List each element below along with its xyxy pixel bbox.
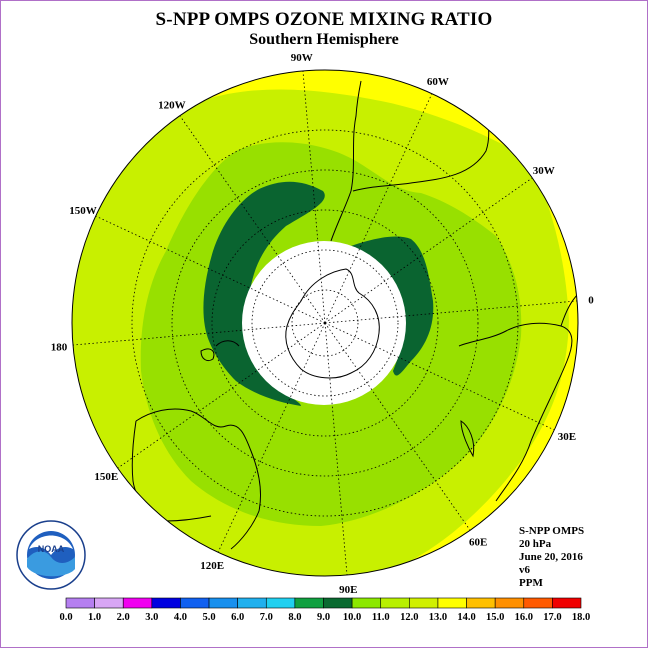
colorbar-tick-label: 8.0 bbox=[288, 612, 301, 623]
colorbar-swatch bbox=[151, 597, 181, 609]
colorbar-swatch bbox=[466, 597, 496, 609]
product-info: S-NPP OMPS 20 hPa June 20, 2016 v6 PPM bbox=[519, 525, 584, 590]
colorbar-swatch bbox=[265, 597, 296, 609]
colorbar-swatch bbox=[523, 597, 553, 609]
info-units: PPM bbox=[519, 577, 543, 589]
svg-text:NOAA: NOAA bbox=[38, 544, 65, 554]
colorbar-tick-label: 11.0 bbox=[372, 612, 390, 623]
longitude-label: 150W bbox=[69, 205, 97, 217]
colorbar-swatch bbox=[494, 597, 525, 609]
coast-antarctica bbox=[285, 268, 380, 379]
colorbar-tick-label: 3.0 bbox=[145, 612, 158, 623]
colorbar-swatch bbox=[380, 597, 410, 609]
colorbar-tick-label: 5.0 bbox=[202, 612, 215, 623]
longitude-label: 60W bbox=[427, 76, 449, 88]
longitude-label: 120E bbox=[200, 560, 224, 572]
colorbar-swatch bbox=[94, 597, 124, 609]
longitude-label: 60E bbox=[469, 537, 487, 549]
colorbar-tick-label: 12.0 bbox=[400, 612, 418, 623]
colorbar-swatch bbox=[208, 597, 238, 609]
colorbar-swatch bbox=[409, 597, 439, 609]
noaa-logo: NOAA bbox=[16, 520, 86, 590]
colorbar-tick-label: 15.0 bbox=[486, 612, 504, 623]
info-version: v6 bbox=[519, 564, 530, 576]
colorbar-swatch bbox=[351, 597, 382, 609]
colorbar-tick-label: 16.0 bbox=[515, 612, 533, 623]
info-level: 20 hPa bbox=[519, 538, 552, 550]
colorbar-labels: 0.0 1.0 2.0 3.0 4.0 5.0 6.0 7.0 8.0 9.0 10.0 11.0 12… bbox=[59, 612, 590, 623]
page-subtitle: Southern Hemisphere bbox=[249, 31, 399, 48]
latitude-circles bbox=[131, 129, 519, 517]
colorbar-tick-label: 1.0 bbox=[88, 612, 101, 623]
longitude-label: 180 bbox=[51, 341, 68, 353]
colorbar-swatch bbox=[122, 597, 153, 609]
colorbar-tick-label: 18.0 bbox=[572, 612, 590, 623]
longitude-label: 120W bbox=[158, 99, 186, 111]
info-date: June 20, 2016 bbox=[519, 551, 583, 563]
colorbar-swatch bbox=[552, 597, 582, 609]
colorbar-swatch bbox=[65, 597, 95, 609]
colorbar-swatch bbox=[237, 597, 267, 609]
colorbar-tick-label: 6.0 bbox=[231, 612, 244, 623]
colorbar-swatches bbox=[65, 597, 582, 609]
colorbar-tick-label: 7.0 bbox=[260, 612, 273, 623]
colorbar-tick-label: 10.0 bbox=[343, 612, 361, 623]
colorbar-tick-label: 9.0 bbox=[317, 612, 330, 623]
longitude-label: 150E bbox=[94, 471, 118, 483]
colorbar-tick-label: 17.0 bbox=[543, 612, 561, 623]
colorbar-tick-label: 2.0 bbox=[117, 612, 130, 623]
colorbar-swatch bbox=[180, 597, 210, 609]
colorbar-tick-label: 14.0 bbox=[457, 612, 475, 623]
colorbar-tick-label: 4.0 bbox=[174, 612, 187, 623]
longitude-label: 90E bbox=[339, 584, 357, 596]
colorbar-tick-label: 0.0 bbox=[59, 612, 72, 623]
ozone-field bbox=[72, 70, 578, 576]
colorbar-swatch bbox=[323, 597, 353, 609]
colorbar-tick-label: 13.0 bbox=[429, 612, 447, 623]
coast-new-zealand bbox=[200, 340, 240, 362]
longitude-label: 90W bbox=[291, 52, 313, 64]
longitude-label: 30E bbox=[558, 431, 576, 443]
colorbar-swatch bbox=[294, 597, 324, 609]
coast-madagascar bbox=[460, 420, 475, 458]
map-boundary bbox=[71, 69, 579, 577]
longitude-label: 0 bbox=[588, 295, 594, 307]
field-band-9-10 bbox=[203, 181, 434, 406]
colorbar-swatch bbox=[437, 597, 467, 609]
longitude-label: 30W bbox=[533, 165, 555, 177]
longitude-labels: 90W 60W 30W 0 30E 60E 90E 120E 150E 180 150W 120W bbox=[51, 52, 594, 596]
page-title: S-NPP OMPS OZONE MIXING RATIO bbox=[155, 9, 493, 30]
info-instrument: S-NPP OMPS bbox=[519, 525, 585, 537]
